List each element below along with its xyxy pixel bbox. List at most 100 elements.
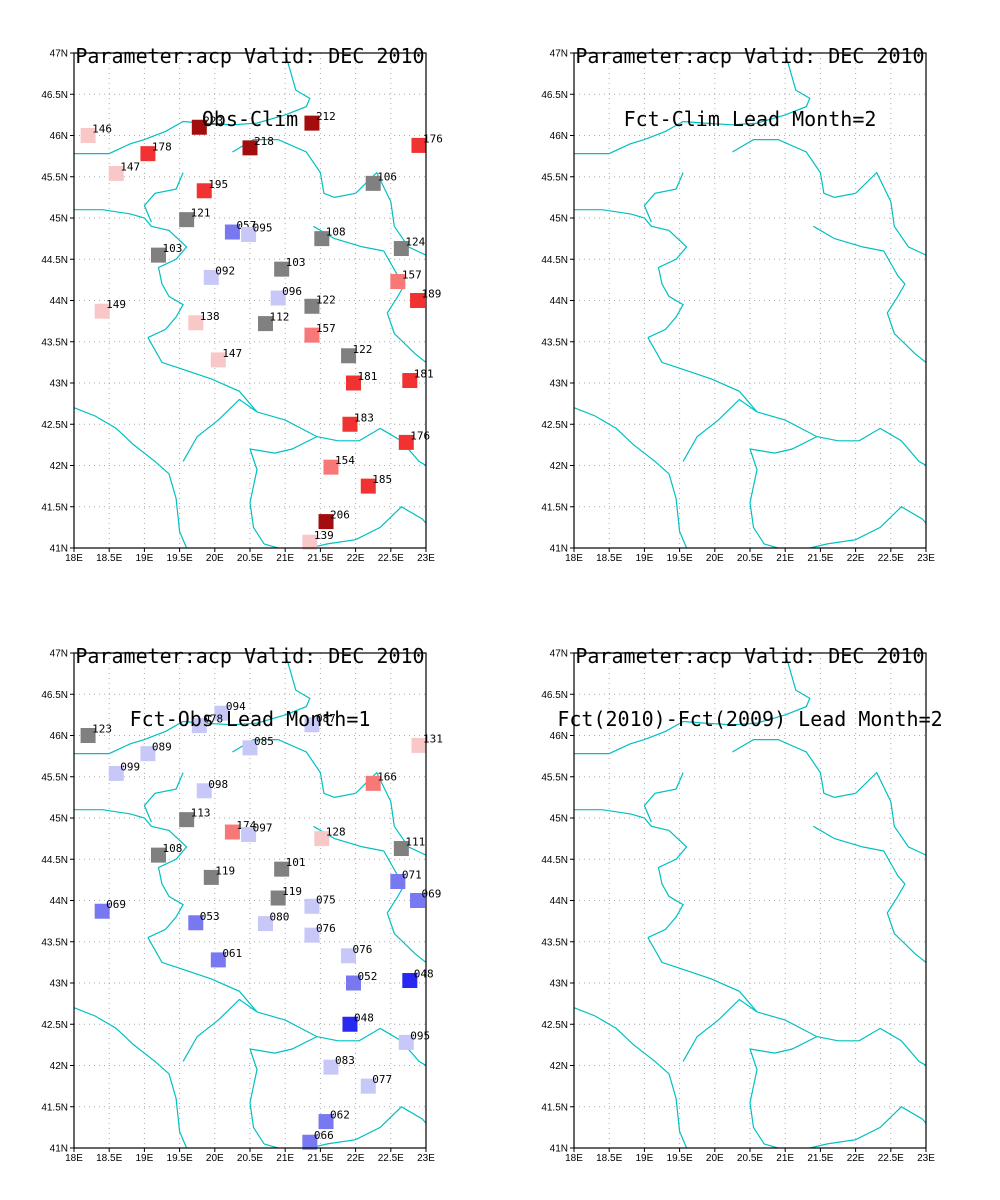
country-border: [749, 436, 818, 454]
y-tick-label: 45.5N: [41, 172, 68, 183]
station-value-label: 094: [226, 700, 246, 713]
y-tick-label: 42N: [550, 461, 568, 472]
country-border: [74, 209, 188, 339]
station-marker: [398, 1034, 414, 1050]
x-tick-label: 20.5E: [737, 553, 763, 564]
station-marker: [242, 740, 258, 756]
x-tick-label: 21.5E: [807, 1153, 833, 1164]
x-tick-label: 21.5E: [807, 553, 833, 564]
y-tick-label: 44N: [550, 896, 568, 907]
x-tick-label: 22.5E: [878, 1153, 904, 1164]
title-line-1: Parameter:acp Valid: DEC 2010: [575, 44, 925, 68]
x-tick-label: 20E: [206, 553, 224, 564]
x-tick-label: 18.5E: [596, 553, 622, 564]
station-value-label: 075: [316, 893, 336, 906]
station-value-label: 122: [353, 343, 373, 356]
station-marker: [108, 165, 124, 181]
station-value-label: 108: [162, 842, 182, 855]
x-tick-label: 18E: [565, 553, 583, 564]
station-marker: [314, 831, 330, 847]
country-border: [682, 398, 758, 462]
y-tick-label: 41N: [50, 1144, 68, 1155]
station-value-label: 146: [92, 123, 112, 136]
station-value-label: 157: [316, 322, 336, 335]
station-value-label: 069: [106, 898, 126, 911]
country-border: [249, 436, 318, 454]
x-tick-label: 23E: [417, 553, 435, 564]
station-value-label: 178: [152, 141, 172, 154]
y-tick-label: 42.5N: [41, 420, 68, 431]
station-marker: [257, 316, 273, 332]
y-tick-label: 44.5N: [41, 255, 68, 266]
station-marker: [314, 231, 330, 247]
station-value-label: 195: [208, 178, 228, 191]
y-tick-label: 47N: [550, 49, 568, 60]
station-value-label: 069: [422, 888, 442, 901]
station-value-label: 154: [335, 454, 355, 467]
station-value-label: 189: [422, 288, 442, 301]
border-lines: [74, 653, 426, 1148]
station-value-label: 061: [222, 947, 242, 960]
country-border: [813, 825, 926, 963]
y-tick-label: 46.5N: [41, 690, 68, 701]
country-border: [182, 398, 258, 462]
panel-fct-clim: 18E 18.5E 19E 19.5E 20E 20.5E 21E 21.5E 22E 22.5E…: [541, 49, 935, 565]
y-tick-label: 44.5N: [41, 855, 68, 866]
country-border: [574, 809, 688, 939]
country-border: [813, 225, 926, 363]
y-tick-label: 44.5N: [541, 255, 568, 266]
y-tick-label: 44N: [550, 296, 568, 307]
station-value-label: 099: [120, 760, 140, 773]
station-marker: [402, 973, 418, 989]
station-marker: [302, 534, 318, 550]
station-value-label: 080: [269, 911, 289, 924]
station-value-label: 181: [357, 370, 377, 383]
station-marker: [274, 261, 290, 277]
station-value-label: 076: [316, 922, 336, 935]
station-marker: [318, 514, 334, 530]
station-marker: [80, 728, 96, 743]
x-tick-label: 20.5E: [237, 553, 263, 564]
country-border: [74, 407, 188, 548]
station-marker: [323, 459, 339, 475]
station-value-label: 083: [335, 1054, 355, 1067]
country-border: [732, 139, 926, 256]
y-tick-label: 46.5N: [541, 690, 568, 701]
country-border: [643, 172, 684, 223]
station-marker: [410, 293, 426, 308]
y-tick-label: 43N: [550, 379, 568, 390]
country-border: [74, 653, 311, 755]
y-tick-label: 42N: [50, 461, 68, 472]
station-value-label: 123: [92, 723, 112, 736]
y-tick-label: 43N: [50, 379, 68, 390]
station-value-label: 131: [423, 732, 443, 745]
y-tick-label: 44.5N: [541, 855, 568, 866]
y-tick-label: 46N: [550, 731, 568, 742]
country-border: [647, 937, 926, 1067]
y-tick-label: 45.5N: [41, 772, 68, 783]
station-marker: [342, 416, 358, 432]
station-marker: [304, 298, 320, 314]
station-marker: [191, 718, 207, 734]
station-value-label: 048: [414, 968, 434, 981]
station-value-label: 089: [152, 741, 172, 754]
station-marker: [318, 1114, 334, 1130]
station-marker: [393, 841, 409, 857]
y-tick-label: 41N: [550, 1144, 568, 1155]
station-marker: [188, 915, 204, 931]
station-value-label: 071: [402, 869, 422, 882]
station-marker: [210, 352, 226, 368]
country-border: [232, 139, 426, 256]
y-tick-label: 42.5N: [541, 1020, 568, 1031]
y-tick-label: 42N: [550, 1061, 568, 1072]
station-marker: [360, 1078, 376, 1094]
station-marker: [398, 434, 414, 450]
x-tick-label: 18.5E: [596, 1153, 622, 1164]
y-tick-label: 42N: [50, 1061, 68, 1072]
station-marker: [196, 783, 212, 799]
station-value-label: 048: [354, 1011, 374, 1024]
country-border: [249, 1036, 318, 1054]
country-border: [732, 738, 926, 856]
y-tick-label: 41N: [50, 544, 68, 555]
x-tick-label: 22E: [847, 1153, 865, 1164]
